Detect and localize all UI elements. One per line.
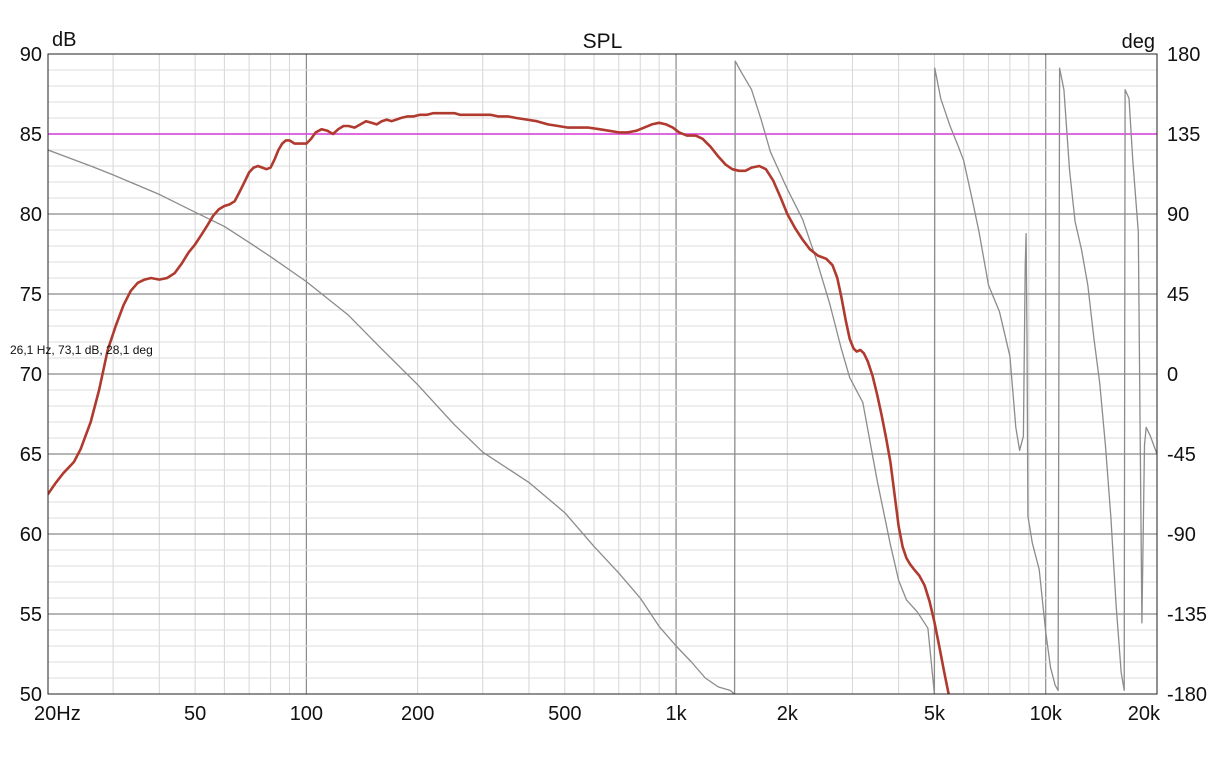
x-tick-label: 100	[290, 703, 323, 725]
y-tick-label-right: 0	[1167, 364, 1178, 386]
y-tick-label-left: 60	[20, 524, 42, 546]
x-tick-label: 10k	[1030, 703, 1063, 725]
cursor-readout: 26,1 Hz, 73,1 dB, 28,1 deg	[10, 343, 153, 357]
y-tick-label-left: 75	[20, 284, 42, 306]
left-axis-unit: dB	[52, 29, 76, 51]
y-tick-label-left: 85	[20, 124, 42, 146]
y-tick-label-right: -45	[1167, 444, 1196, 466]
x-tick-label: 500	[548, 703, 581, 725]
y-tick-label-left: 65	[20, 444, 42, 466]
y-tick-label-right: 180	[1167, 44, 1200, 66]
y-tick-label-left: 55	[20, 604, 42, 626]
y-tick-label-right: 135	[1167, 124, 1200, 146]
x-tick-label: 200	[401, 703, 434, 725]
x-tick-label: 1k	[665, 703, 687, 725]
chart-title: SPL	[583, 30, 623, 53]
y-tick-label-right: -135	[1167, 604, 1207, 626]
y-tick-label-right: -90	[1167, 524, 1196, 546]
x-tick-label: 50	[184, 703, 206, 725]
y-tick-label-left: 90	[20, 44, 42, 66]
y-tick-labels-right: 180 135 90 45 0 -45 -90 -135 -180	[1167, 44, 1207, 706]
y-tick-label-left: 50	[20, 684, 42, 706]
right-axis-unit: deg	[1122, 31, 1155, 53]
y-tick-label-right: 90	[1167, 204, 1189, 226]
series-group	[48, 60, 1157, 694]
x-tick-label: 5k	[924, 703, 946, 725]
chart-grid	[48, 54, 1157, 694]
y-tick-label-right: -180	[1167, 684, 1207, 706]
x-tick-label: 20Hz	[34, 703, 81, 725]
y-tick-label-left: 80	[20, 204, 42, 226]
spl-curve	[48, 111, 951, 694]
plot-frame	[47, 53, 1158, 695]
x-tick-label: 2k	[777, 703, 799, 725]
x-tick-labels: 20Hz 50 100 200 500 1k 2k 5k 10k 20k	[34, 703, 1161, 725]
x-tick-label: 20k	[1128, 703, 1161, 725]
y-tick-label-right: 45	[1167, 284, 1189, 306]
y-tick-labels-left: 90 85 80 75 70 65 60 55 50	[20, 44, 42, 706]
y-tick-label-left: 70	[20, 364, 42, 386]
phase-curve	[48, 60, 1157, 694]
